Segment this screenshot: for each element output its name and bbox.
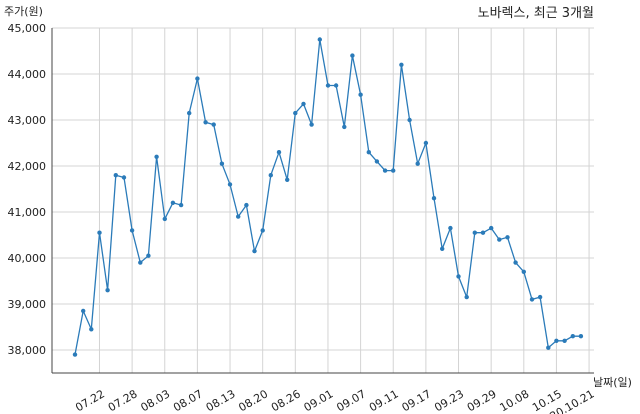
- x-tick-label: 09.07: [334, 387, 368, 414]
- data-point: [489, 225, 494, 231]
- chart-title: 노바렉스, 최근 3개월: [478, 6, 594, 21]
- y-tick-label: 45,000: [8, 22, 47, 35]
- data-point: [211, 122, 216, 127]
- data-point: [546, 345, 551, 350]
- x-tick-label: 09.23: [432, 387, 466, 414]
- data-point: [178, 202, 184, 208]
- data-point: [72, 352, 78, 357]
- data-point: [415, 161, 420, 166]
- data-point: [423, 140, 429, 146]
- data-point: [244, 202, 249, 208]
- data-point: [464, 294, 469, 300]
- x-axis-title: 날짜(일): [593, 375, 632, 389]
- data-point: [350, 53, 355, 58]
- y-axis-title: 주가(원): [4, 5, 43, 18]
- data-point: [105, 288, 110, 293]
- data-point: [448, 225, 453, 231]
- data-point: [113, 173, 119, 178]
- y-tick-label: 43,000: [8, 114, 47, 127]
- data-point: [227, 182, 233, 187]
- data-point: [138, 260, 143, 265]
- grid: [52, 27, 594, 373]
- data-point: [89, 327, 94, 332]
- x-tick-label: 09.11: [367, 387, 401, 414]
- x-tick-label: 08.03: [138, 387, 172, 414]
- data-point: [440, 246, 445, 251]
- data-point: [333, 83, 339, 88]
- data-point: [399, 62, 404, 67]
- data-point: [554, 338, 559, 343]
- data-point: [129, 228, 135, 233]
- data-point: [293, 110, 298, 116]
- data-point: [317, 37, 322, 42]
- data-point: [391, 168, 396, 173]
- y-tick-label: 44,000: [8, 68, 47, 81]
- x-tick-label: 07.28: [106, 387, 140, 414]
- data-point: [578, 334, 584, 339]
- data-point: [472, 230, 477, 235]
- x-tick-label: 09.17: [400, 387, 434, 414]
- data-point: [301, 101, 306, 107]
- x-tick-label: 08.20: [236, 387, 270, 414]
- data-point: [358, 92, 363, 97]
- data-point: [154, 154, 159, 159]
- data-point: [121, 175, 127, 180]
- data-point: [276, 150, 282, 155]
- data-points: [72, 37, 584, 357]
- data-point: [456, 274, 461, 279]
- data-point: [497, 237, 502, 242]
- data-point: [374, 159, 380, 164]
- data-point: [219, 161, 225, 166]
- data-point: [382, 168, 388, 173]
- axes: [51, 28, 594, 374]
- data-point: [170, 200, 176, 205]
- data-point: [521, 269, 526, 274]
- data-point: [562, 338, 567, 343]
- data-point: [187, 110, 192, 116]
- data-point: [146, 253, 151, 258]
- data-point: [570, 334, 575, 339]
- data-point: [480, 230, 486, 235]
- data-point: [97, 230, 102, 235]
- data-point: [260, 228, 265, 233]
- data-point: [529, 297, 535, 302]
- data-point: [513, 260, 518, 265]
- y-tick-label: 39,000: [8, 298, 47, 311]
- x-tick-label: 08.26: [269, 387, 303, 414]
- y-tick-labels: 38,000 39,000 40,000 41,000 42,000 43,000 44,0…: [8, 22, 47, 357]
- data-point: [195, 76, 200, 81]
- x-tick-labels: 07.2207.2808.0308.0708.1308.2008.2609.01…: [73, 387, 596, 414]
- y-tick-label: 38,000: [8, 344, 47, 357]
- data-point: [236, 214, 241, 219]
- x-tick-label: 09.01: [302, 387, 336, 414]
- x-tick-label: 07.22: [73, 387, 107, 414]
- y-tick-label: 41,000: [8, 206, 47, 219]
- y-tick-label: 42,000: [8, 160, 47, 173]
- data-point: [407, 117, 412, 123]
- x-tick-label: 08.07: [171, 387, 205, 414]
- x-tick-label: 09.29: [465, 387, 499, 414]
- x-tick-label: 08.13: [204, 387, 238, 414]
- data-point: [81, 308, 86, 314]
- data-point: [325, 83, 331, 88]
- data-point: [342, 124, 347, 130]
- data-point: [203, 120, 208, 125]
- data-point: [505, 235, 510, 240]
- data-point: [537, 294, 543, 300]
- data-point: [285, 177, 290, 182]
- x-tick-label: 10.08: [498, 387, 532, 414]
- data-point: [431, 196, 437, 201]
- data-point: [268, 173, 273, 178]
- y-tick-label: 40,000: [8, 252, 47, 265]
- data-point: [366, 150, 371, 155]
- data-point: [162, 216, 167, 222]
- data-point: [252, 248, 257, 254]
- data-point: [309, 122, 314, 127]
